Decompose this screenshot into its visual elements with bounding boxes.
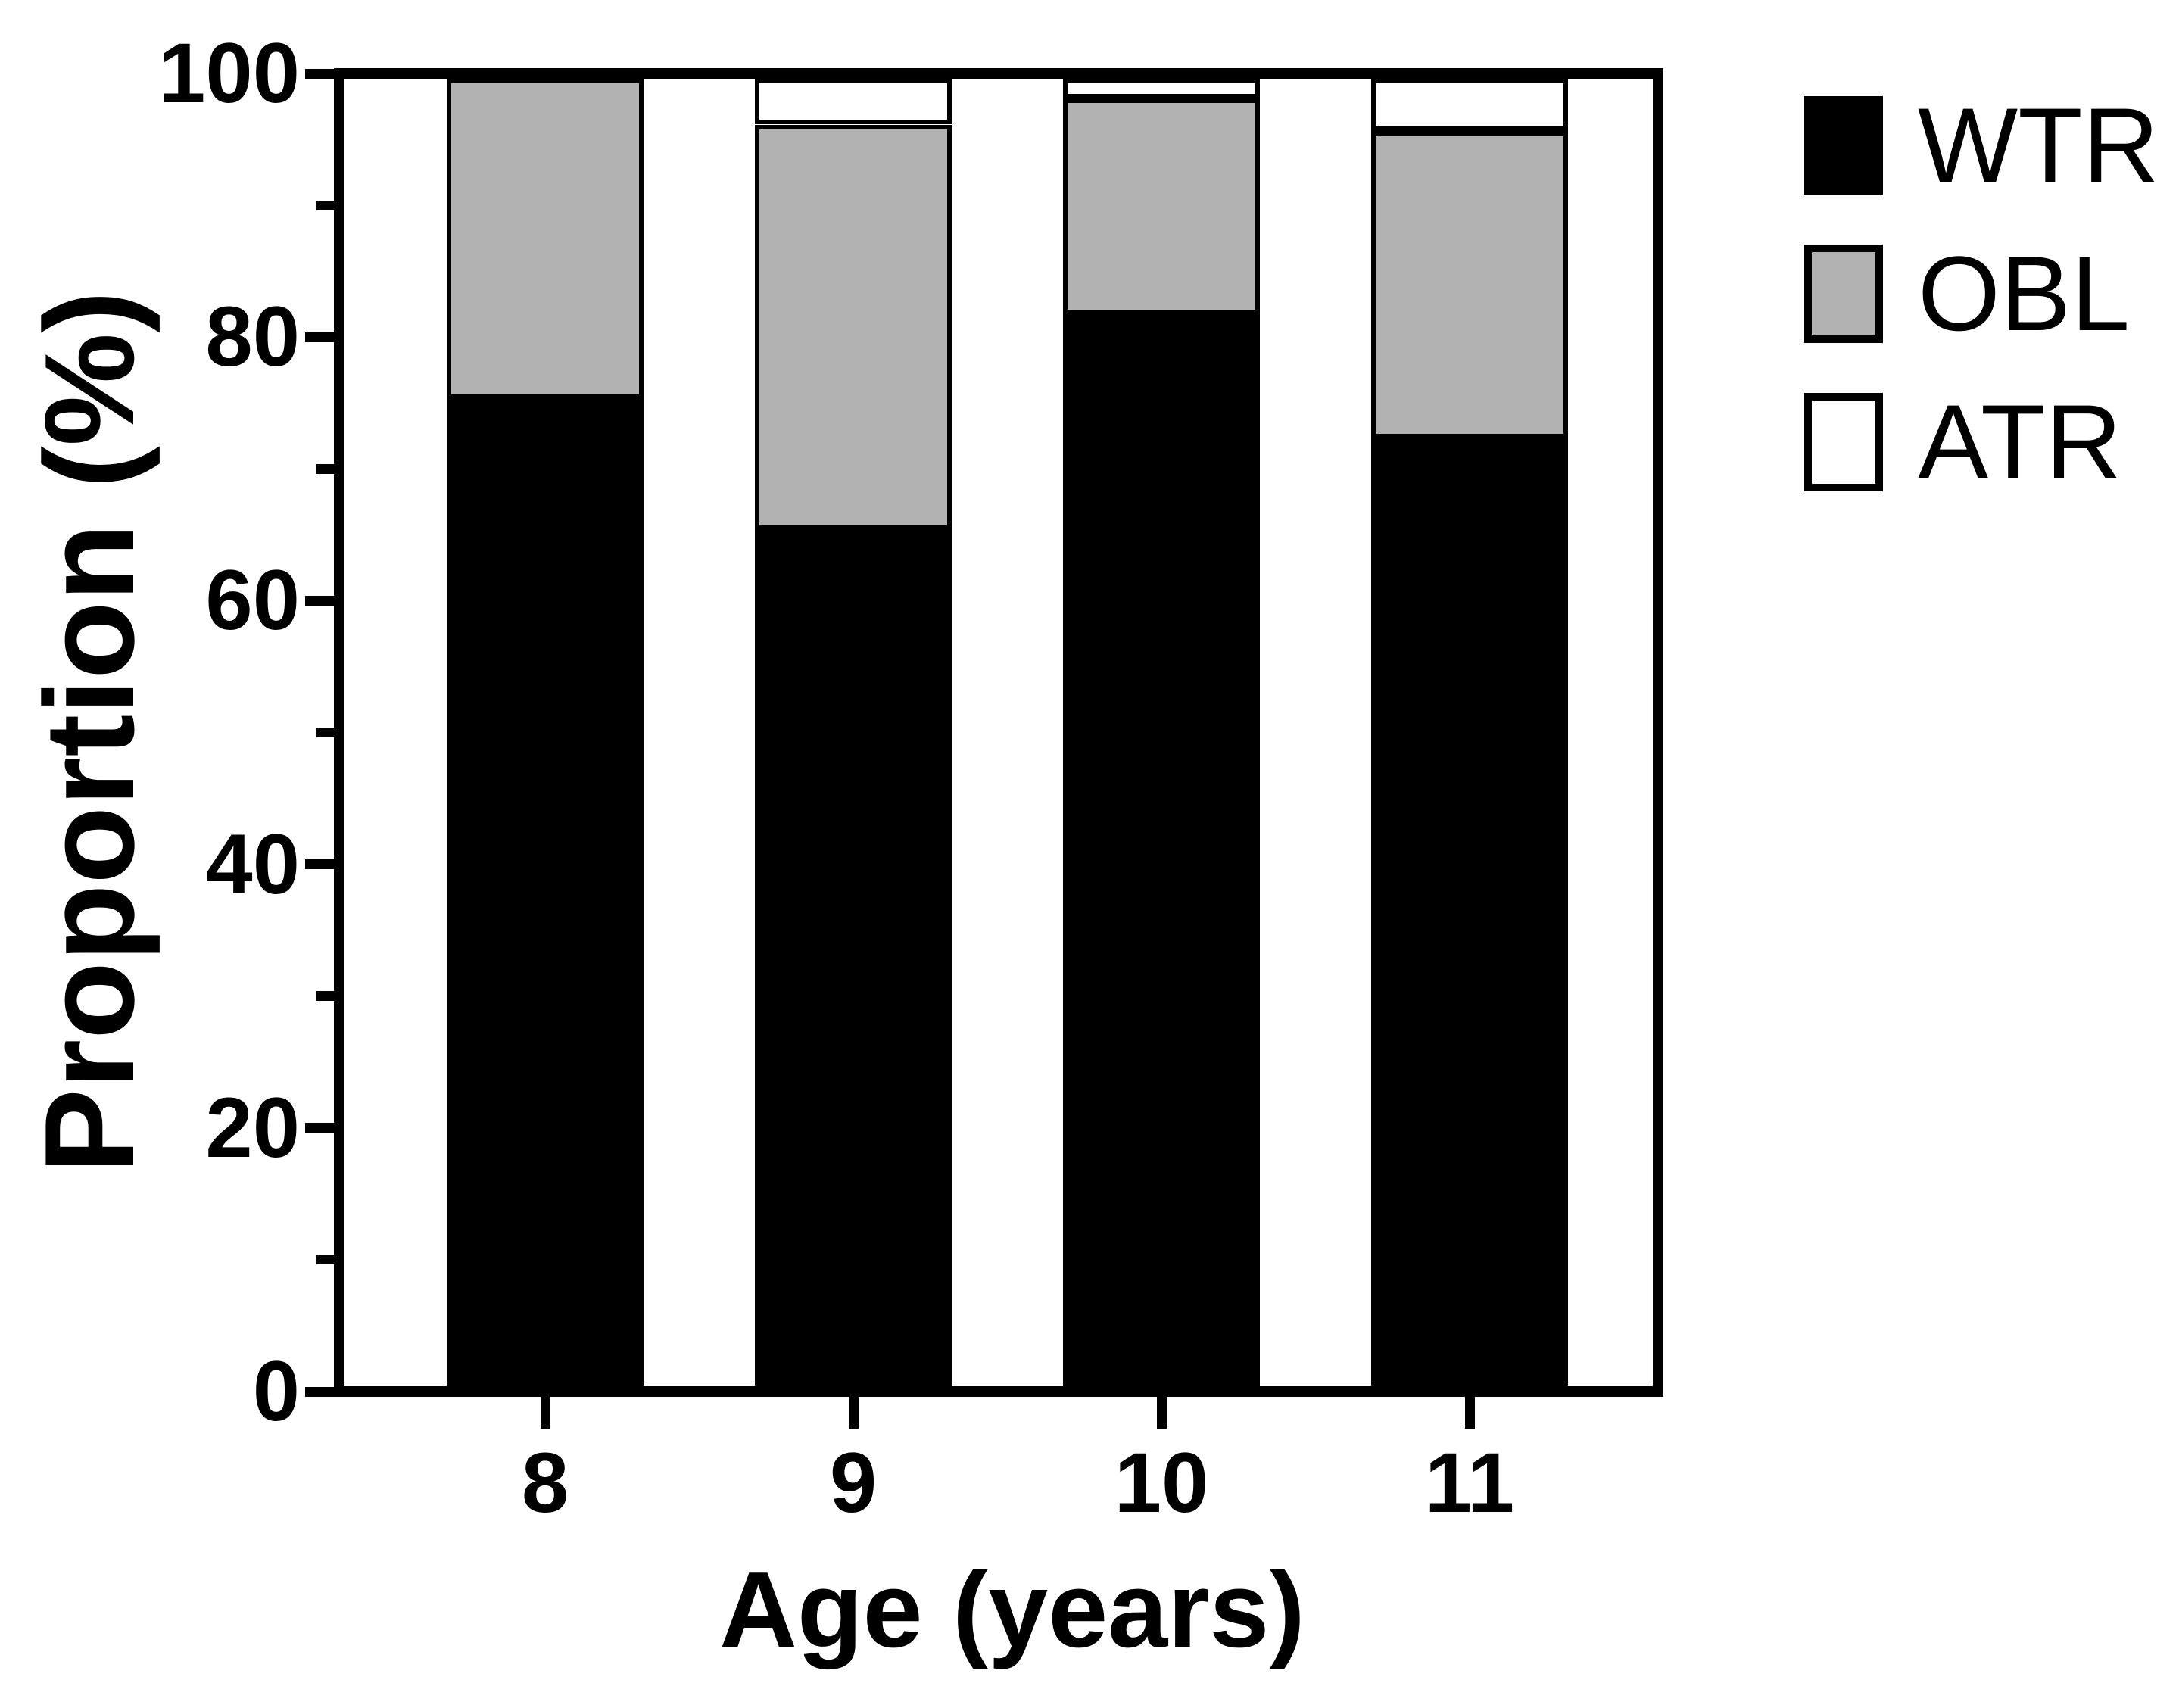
legend-swatch-obl [1804,245,1883,343]
y-tick-label-0: 0 [252,1344,300,1438]
bar-age-9-segment-atr [755,79,952,124]
y-tick-label-20: 20 [205,1080,300,1175]
x-tick-10 [1157,1397,1167,1429]
y-minor-tick-90 [316,201,334,210]
legend-item-atr: ATR [1804,389,2122,495]
x-tick-label-11: 11 [1424,1435,1515,1530]
plot-area [334,68,1663,1397]
y-minor-tick-50 [316,728,334,737]
legend-swatch-atr [1804,393,1883,491]
y-major-tick-0 [305,1387,334,1397]
legend-label-atr: ATR [1918,382,2122,501]
legend-label-wtr: WTR [1918,86,2159,204]
y-tick-label-60: 60 [205,553,300,647]
x-tick-label-10: 10 [1114,1435,1209,1530]
x-axis-title: Age (years) [719,1550,1305,1670]
legend-label-obl: OBL [1918,234,2131,353]
y-axis-title: Proportion (%) [18,290,161,1174]
bar-age-11-segment-wtr [1371,438,1568,1386]
y-major-tick-100 [305,69,334,79]
y-major-tick-20 [305,1123,334,1133]
y-major-tick-80 [305,332,334,342]
legend-item-wtr: WTR [1804,92,2159,198]
bar-age-10-segment-wtr [1063,314,1260,1386]
y-tick-label-40: 40 [205,817,300,912]
x-tick-11 [1465,1397,1475,1429]
x-tick-label-9: 9 [829,1435,878,1530]
x-tick-label-8: 8 [521,1435,569,1530]
x-tick-9 [849,1397,859,1429]
bar-age-9-segment-wtr [755,530,952,1386]
y-minor-tick-10 [316,1255,334,1264]
legend-swatch-wtr [1804,96,1883,195]
bars-layer [344,79,1653,1386]
bar-age-10-segment-atr [1063,79,1260,98]
y-tick-label-80: 80 [205,289,300,384]
x-tick-8 [541,1397,550,1429]
y-major-tick-40 [305,859,334,869]
bar-age-8-segment-obl [447,79,644,399]
bar-age-8-segment-wtr [447,399,644,1386]
y-minor-tick-70 [316,464,334,474]
legend-item-obl: OBL [1804,241,2130,347]
y-major-tick-60 [305,596,334,606]
bar-age-9-segment-obl [755,125,952,530]
bar-age-10-segment-obl [1063,98,1260,314]
y-tick-label-100: 100 [158,26,300,120]
bar-age-11-segment-obl [1371,131,1568,438]
bar-age-11-segment-atr [1371,79,1568,131]
y-minor-tick-30 [316,991,334,1001]
